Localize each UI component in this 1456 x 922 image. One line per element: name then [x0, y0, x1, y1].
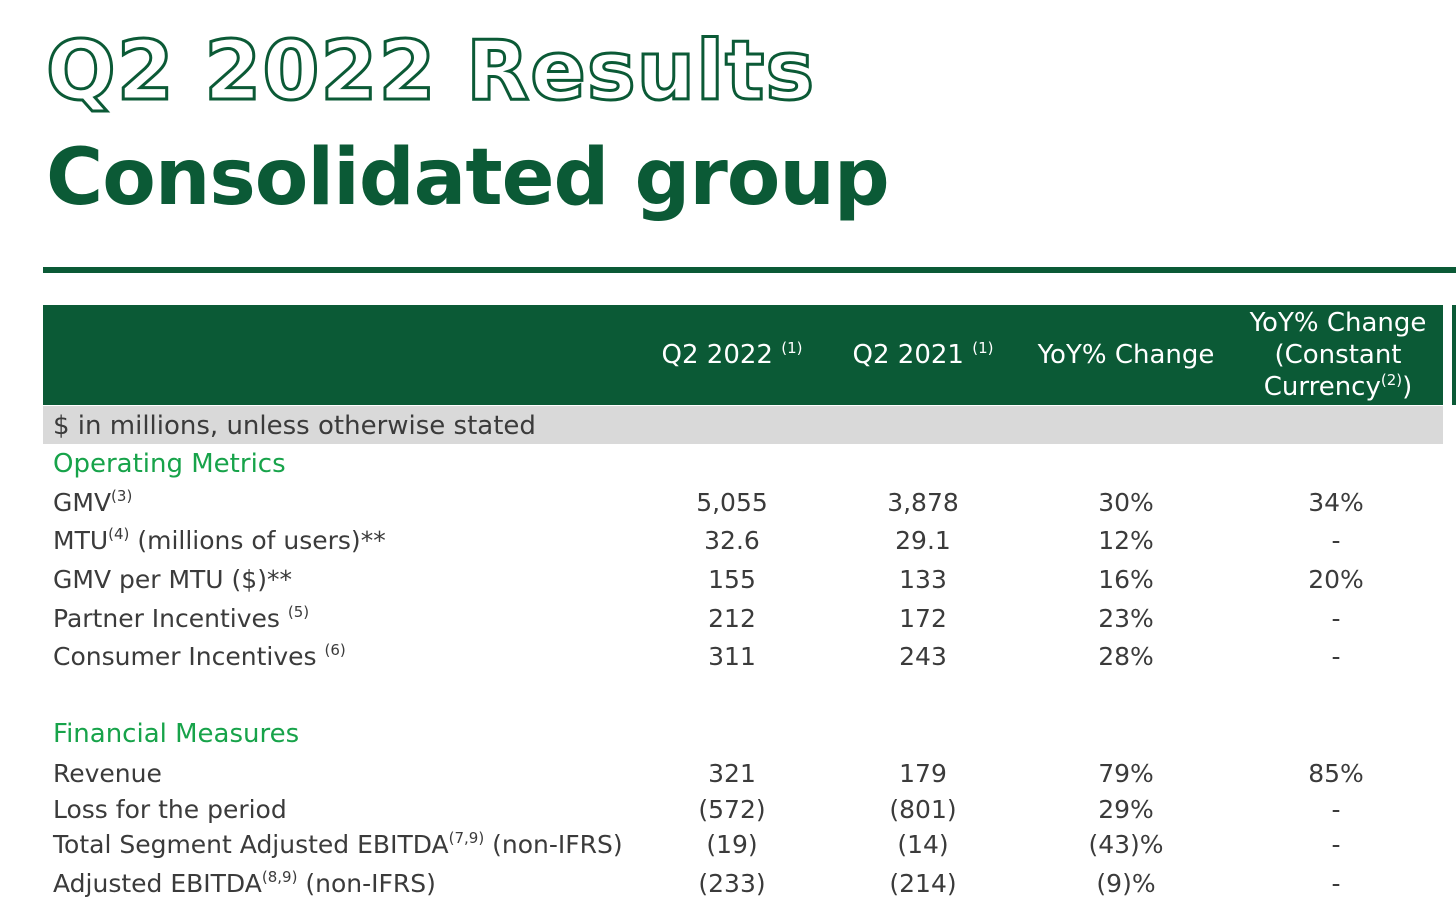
column-header-yoy-change: YoY% Change	[1037, 340, 1215, 370]
cell-yoy-constant-currency: -	[1331, 795, 1341, 824]
units-bar	[43, 406, 1443, 444]
cell-yoy-constant-currency: 20%	[1308, 565, 1364, 594]
column-header-q2-2022: Q2 2022 (1)	[661, 339, 803, 370]
cell-yoy-constant-currency: -	[1331, 642, 1341, 671]
cell-yoy-constant-currency: 85%	[1308, 759, 1364, 788]
column-header-yoy-constant-currency: YoY% Change (Constant Currency(2))	[1249, 308, 1427, 402]
cell-yoy-change: 23%	[1098, 604, 1154, 633]
cell-yoy-change: 12%	[1098, 526, 1154, 555]
cell-q2-2022: (572)	[698, 795, 766, 824]
cell-yoy-change: 28%	[1098, 642, 1154, 671]
cell-yoy-constant-currency: -	[1331, 526, 1341, 555]
page-subtitle: Consolidated group	[46, 133, 890, 223]
cell-yoy-constant-currency: 34%	[1308, 488, 1364, 517]
cell-q2-2021: 243	[899, 642, 947, 671]
row-label: MTU(4) (millions of users)**	[53, 525, 386, 555]
row-label: Loss for the period	[53, 795, 287, 824]
page-title: Q2 2022 Results	[44, 23, 816, 121]
cell-q2-2021: (214)	[889, 869, 957, 898]
row-label: Consumer Incentives (6)	[53, 641, 346, 671]
cell-q2-2022: (19)	[706, 830, 758, 859]
section-title-financial-measures: Financial Measures	[53, 719, 300, 749]
cell-q2-2021: 3,878	[887, 488, 959, 517]
table-row: Consumer Incentives (6) 311 243 28% -	[0, 639, 1456, 675]
table-row: Revenue 321 179 79% 85%	[0, 756, 1456, 792]
cell-q2-2021: 29.1	[895, 526, 951, 555]
cell-yoy-constant-currency: -	[1331, 604, 1341, 633]
row-label: Partner Incentives (5)	[53, 603, 310, 633]
cell-yoy-change: (9)%	[1096, 869, 1156, 898]
cell-yoy-change: 29%	[1098, 795, 1154, 824]
cell-yoy-change: 16%	[1098, 565, 1154, 594]
title-divider	[43, 267, 1456, 273]
cell-q2-2022: (233)	[698, 869, 766, 898]
cell-q2-2022: 155	[708, 565, 756, 594]
row-label: Revenue	[53, 759, 162, 788]
row-label: Adjusted EBITDA(8,9) (non-IFRS)	[53, 868, 436, 898]
cell-yoy-constant-currency: -	[1331, 830, 1341, 859]
cell-q2-2021: 172	[899, 604, 947, 633]
row-label: Total Segment Adjusted EBITDA(7,9) (non-…	[53, 829, 623, 859]
column-header-q2-2021: Q2 2021 (1)	[852, 339, 994, 370]
table-row: GMV(3) 5,055 3,878 30% 34%	[0, 485, 1456, 521]
table-header-edge	[1452, 305, 1456, 405]
cell-yoy-change: (43)%	[1088, 830, 1164, 859]
table-row: Partner Incentives (5) 212 172 23% -	[0, 601, 1456, 637]
table-header-bar	[43, 305, 1443, 405]
cell-q2-2021: (14)	[897, 830, 949, 859]
row-label: GMV(3)	[53, 487, 133, 517]
table-row: Loss for the period (572) (801) 29% -	[0, 792, 1456, 828]
cell-yoy-constant-currency: -	[1331, 869, 1341, 898]
cell-q2-2021: (801)	[889, 795, 957, 824]
cell-yoy-change: 79%	[1098, 759, 1154, 788]
table-row: Adjusted EBITDA(8,9) (non-IFRS) (233) (2…	[0, 866, 1456, 902]
cell-q2-2021: 133	[899, 565, 947, 594]
cell-q2-2022: 311	[708, 642, 756, 671]
cell-q2-2022: 321	[708, 759, 756, 788]
cell-q2-2022: 32.6	[704, 526, 760, 555]
cell-q2-2022: 212	[708, 604, 756, 633]
table-row: Total Segment Adjusted EBITDA(7,9) (non-…	[0, 827, 1456, 863]
table-row: GMV per MTU ($)** 155 133 16% 20%	[0, 562, 1456, 598]
cell-q2-2022: 5,055	[696, 488, 768, 517]
cell-q2-2021: 179	[899, 759, 947, 788]
section-title-operating-metrics: Operating Metrics	[53, 449, 286, 479]
units-note: $ in millions, unless otherwise stated	[53, 411, 536, 441]
row-label: GMV per MTU ($)**	[53, 565, 292, 594]
table-row: MTU(4) (millions of users)** 32.6 29.1 1…	[0, 523, 1456, 559]
cell-yoy-change: 30%	[1098, 488, 1154, 517]
